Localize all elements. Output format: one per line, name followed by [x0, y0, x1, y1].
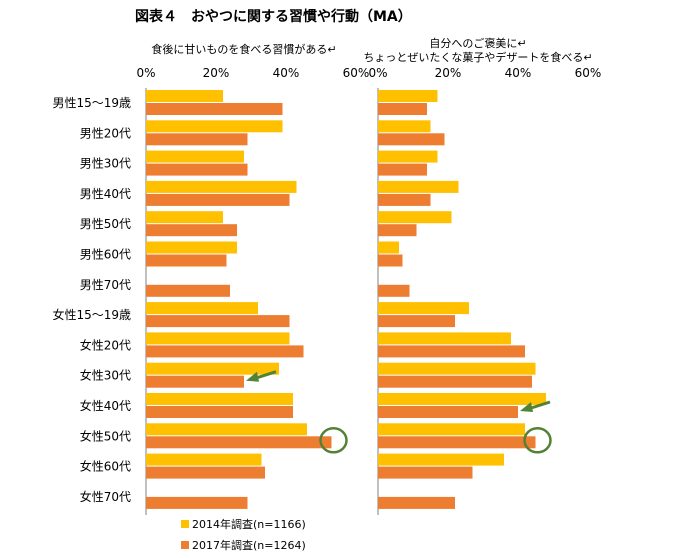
category-label: 男性15～19歳	[52, 96, 131, 110]
bar-2017	[378, 315, 455, 328]
category-label: 女性20代	[80, 337, 131, 352]
x-tick-label: 40%	[505, 66, 532, 80]
category-label: 女性50代	[80, 428, 131, 443]
bar-2014	[378, 332, 511, 345]
panel-title: 食後に甘いものを食べる習慣がある↵	[151, 42, 336, 56]
x-tick-label: 20%	[435, 66, 462, 80]
bar-2017	[378, 375, 532, 388]
bar-2014	[146, 90, 223, 102]
bar-2017	[378, 254, 403, 267]
bar-2017	[146, 103, 283, 115]
category-label: 男性70代	[80, 278, 131, 292]
bar-2014	[378, 423, 525, 436]
bar-2014	[146, 180, 297, 193]
x-tick-label: 40%	[273, 66, 300, 80]
bar-2014	[146, 150, 244, 163]
bar-2014	[146, 302, 258, 315]
bar-2017	[146, 436, 332, 449]
category-label: 男性50代	[80, 217, 131, 231]
bar-2017	[146, 315, 290, 328]
bar-2017	[378, 193, 431, 206]
x-tick-label: 60%	[343, 66, 370, 80]
legend: 2014年調査(n=1166) 2017年調査(n=1264)	[181, 517, 306, 552]
bar-2017	[378, 284, 410, 297]
chart-panel-1: 食後に甘いものを食べる習慣がある↵ 0% 20% 40% 60% 男性15～19歳男性20…	[52, 42, 369, 515]
bar-2017	[378, 103, 427, 115]
bar-2017	[146, 193, 290, 206]
bar-2014	[378, 393, 546, 405]
bar-2017	[146, 254, 227, 267]
category-label: 男性20代	[80, 126, 131, 140]
bar-2017	[378, 345, 525, 358]
category-label: 男性60代	[80, 248, 131, 262]
panel-title: ちょっとぜいたくな菓子やデザートを食べる↵	[363, 50, 592, 64]
category-label: 女性15～19歳	[52, 307, 131, 322]
category-label: 男性40代	[80, 187, 131, 201]
bar-2017	[146, 133, 248, 146]
bar-2017	[378, 406, 518, 418]
bar-2014	[146, 332, 290, 345]
legend-item: 2014年調査(n=1166)	[181, 517, 306, 531]
bar-2014	[378, 90, 438, 102]
bar-2017	[378, 466, 473, 479]
legend-item: 2017年調査(n=1264)	[181, 538, 306, 552]
bar-2014	[146, 362, 279, 375]
bar-2017	[378, 436, 536, 449]
x-tick-label: 0%	[368, 66, 387, 80]
bar-2017	[146, 406, 293, 418]
bar-2014	[378, 453, 504, 466]
bar-2017	[146, 163, 248, 176]
highlight-arrow	[520, 400, 551, 412]
bar-2017	[146, 284, 230, 297]
bar-2014	[378, 211, 452, 224]
bar-2014	[378, 150, 438, 163]
bar-2014	[146, 211, 223, 224]
chart-panels: 食後に甘いものを食べる習慣がある↵ 0% 20% 40% 60% 男性15～19歳男性20…	[52, 36, 601, 515]
panel-title: 自分へのご褒美に↵	[429, 36, 526, 50]
bar-2017	[378, 163, 427, 176]
highlight-circle	[319, 427, 348, 454]
category-label: 女性40代	[80, 398, 131, 413]
category-label: 女性60代	[80, 459, 131, 474]
bar-2014	[146, 423, 307, 436]
legend-swatch	[181, 520, 189, 528]
bar-2014	[378, 302, 469, 315]
bar-2017	[146, 224, 237, 237]
category-label: 女性70代	[80, 489, 131, 504]
bar-2017	[146, 466, 265, 479]
x-tick-label: 20%	[203, 66, 230, 80]
bar-2014	[146, 120, 283, 133]
highlight-arrow	[246, 370, 277, 382]
x-tick-label: 60%	[575, 66, 602, 80]
chart-panel-2: 自分へのご褒美に↵ちょっとぜいたくな菓子やデザートを食べる↵ 0% 20% 40% 60…	[363, 36, 601, 515]
bar-2014	[146, 241, 237, 254]
category-label: 男性30代	[80, 157, 131, 171]
legend-label: 2014年調査(n=1166)	[192, 517, 306, 531]
x-tick-label: 0%	[136, 66, 155, 80]
bar-2017	[146, 375, 244, 388]
bar-2014	[146, 393, 293, 405]
bar-2017	[378, 224, 417, 237]
category-label: 女性30代	[80, 368, 131, 383]
bar-2014	[378, 120, 431, 133]
bar-2014	[378, 180, 459, 193]
bar-2014	[378, 362, 536, 375]
bar-2017	[146, 496, 248, 509]
legend-swatch	[181, 541, 189, 549]
bar-2017	[378, 496, 455, 509]
bar-2017	[378, 133, 445, 146]
highlight-circle	[523, 427, 552, 454]
bar-2014	[146, 453, 262, 466]
legend-label: 2017年調査(n=1264)	[192, 538, 306, 552]
figure-title: 図表４ おやつに関する習慣や行動（MA）	[135, 9, 412, 25]
bar-2014	[378, 241, 399, 254]
bar-2017	[146, 345, 304, 358]
